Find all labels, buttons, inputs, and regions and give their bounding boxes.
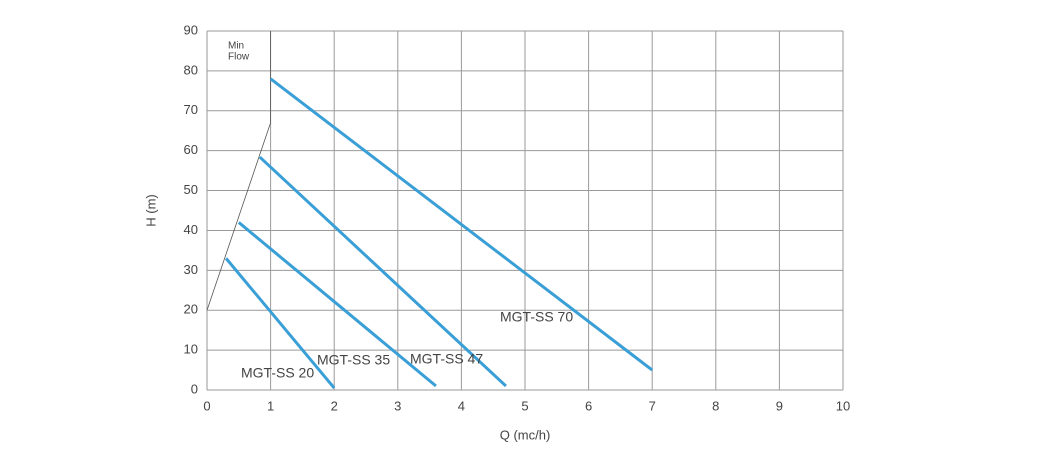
x-tick-label: 8 bbox=[712, 398, 719, 413]
y-tick-label: 40 bbox=[184, 222, 198, 237]
x-tick-label: 3 bbox=[394, 398, 401, 413]
y-tick-label: 80 bbox=[184, 62, 198, 77]
x-tick-label: 6 bbox=[585, 398, 592, 413]
series-label: MGT-SS 35 bbox=[317, 352, 390, 368]
x-axis-label: Q (mc/h) bbox=[500, 427, 551, 442]
series-line bbox=[269, 77, 654, 372]
y-tick-label: 60 bbox=[184, 142, 198, 157]
y-tick-label: 90 bbox=[184, 22, 198, 37]
series-line bbox=[258, 155, 507, 388]
x-tick-label: 5 bbox=[521, 398, 528, 413]
min-flow-label: Flow bbox=[228, 52, 250, 63]
x-tick-label: 2 bbox=[331, 398, 338, 413]
y-tick-label: 20 bbox=[184, 302, 198, 317]
y-axis-label: H (m) bbox=[143, 194, 158, 227]
x-tick-label: 4 bbox=[458, 398, 465, 413]
series-label: MGT-SS 20 bbox=[241, 365, 314, 381]
x-tick-label: 10 bbox=[836, 398, 850, 413]
series-label: MGT-SS 70 bbox=[500, 309, 573, 325]
y-tick-label: 30 bbox=[184, 262, 198, 277]
x-tick-label: 7 bbox=[649, 398, 656, 413]
y-tick-label: 50 bbox=[184, 182, 198, 197]
series-line bbox=[224, 257, 336, 389]
y-tick-label: 0 bbox=[191, 381, 198, 396]
min-flow-label: Min bbox=[228, 41, 244, 52]
series-line bbox=[237, 221, 437, 388]
series-label: MGT-SS 47 bbox=[410, 351, 483, 367]
x-tick-label: 1 bbox=[267, 398, 274, 413]
y-tick-label: 70 bbox=[184, 102, 198, 117]
x-tick-label: 9 bbox=[776, 398, 783, 413]
y-tick-label: 10 bbox=[184, 342, 198, 357]
min-flow-line bbox=[206, 31, 271, 311]
x-tick-label: 0 bbox=[203, 398, 210, 413]
